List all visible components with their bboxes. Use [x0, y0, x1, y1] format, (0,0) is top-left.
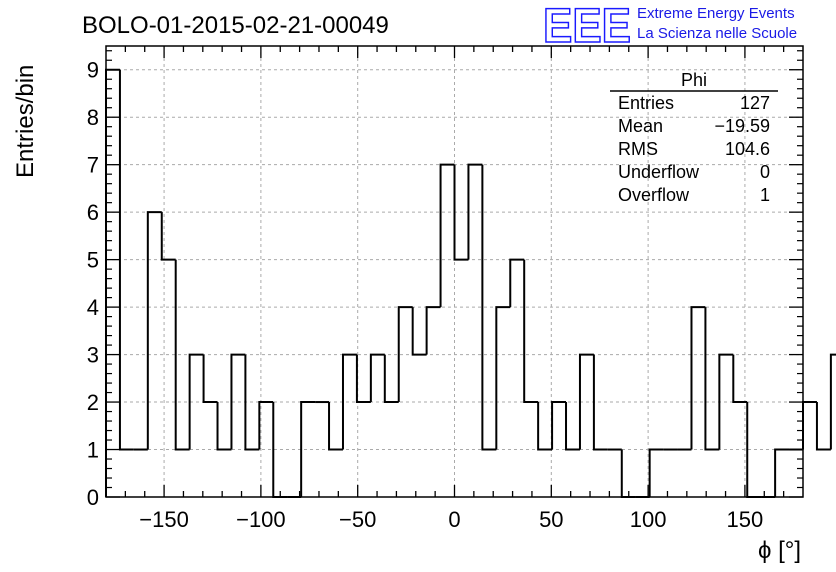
histogram-bin [537, 402, 553, 451]
y-tick-label: 8 [87, 105, 99, 130]
x-tick-label: 50 [539, 507, 563, 532]
stats-value: 0 [760, 162, 770, 182]
histogram-bin [592, 354, 608, 451]
stats-label: Overflow [618, 185, 690, 205]
x-axis-ticks: −150 −100 −50 0 50 100 150 [124, 46, 785, 532]
chart-title: BOLO-01-2015-02-21-00049 [82, 12, 389, 39]
histogram-bin [523, 259, 539, 404]
eee-logo-mark: EEE [543, 0, 631, 53]
stats-label: Entries [618, 93, 674, 113]
histogram-bin [230, 353, 246, 450]
eee-logo: EEE Extreme Energy Events La Scienza nel… [542, 0, 797, 54]
histogram-bin [565, 402, 580, 451]
histogram-bin [105, 68, 120, 497]
histogram-bin [425, 306, 441, 355]
histogram-bin [690, 306, 706, 450]
y-tick-label: 6 [87, 200, 99, 225]
stats-title: Phi [681, 70, 707, 90]
y-tick-label: 3 [87, 343, 99, 368]
histogram-bin [718, 353, 734, 450]
histogram-bin [439, 163, 455, 308]
histogram-bin [174, 259, 190, 451]
histogram-bin [369, 353, 385, 403]
y-axis-ticks: 0 1 2 3 4 5 6 7 8 9 [87, 50, 803, 510]
histogram-bin [160, 212, 176, 261]
stats-value: 104.6 [725, 139, 770, 159]
x-tick-label: 150 [727, 507, 764, 532]
y-tick-label: 5 [87, 248, 99, 273]
y-tick-label: 1 [87, 438, 99, 463]
histogram-bin [300, 401, 316, 497]
x-tick-label: −100 [236, 507, 286, 532]
stats-value: −19.59 [714, 116, 770, 136]
histogram-bin [467, 163, 483, 260]
logo-line-2: La Scienza nelle Scuole [637, 25, 797, 42]
stats-box: Phi Entries 127 Mean −19.59 RMS 104.6 Underflo… [610, 70, 778, 205]
x-tick-label: −150 [139, 507, 189, 532]
histogram-bin [244, 354, 260, 451]
histogram-bin [202, 354, 218, 404]
histogram-bin [216, 402, 232, 451]
stats-value: 1 [760, 185, 770, 205]
y-tick-label: 4 [87, 295, 99, 320]
y-axis-label: Entries/bin [12, 65, 39, 178]
x-tick-label: 0 [448, 507, 460, 532]
histogram-bin [551, 401, 567, 450]
y-tick-label: 0 [87, 485, 99, 510]
stats-label: Underflow [618, 162, 700, 182]
y-tick-label: 2 [87, 390, 99, 415]
grid [106, 46, 803, 497]
histogram-bin [620, 449, 636, 498]
histogram-bin [481, 164, 497, 451]
histogram-bin [383, 354, 399, 404]
histogram-bin [258, 401, 274, 450]
x-tick-label: −50 [339, 507, 376, 532]
histogram-bin [774, 448, 790, 497]
histogram-bin [411, 307, 427, 356]
y-tick-label: 9 [87, 58, 99, 83]
logo-line-1: Extreme Energy Events [637, 5, 795, 22]
histogram-bin [341, 353, 357, 450]
histogram-bin [328, 402, 343, 451]
histogram-bin [509, 258, 525, 308]
histogram-bin [815, 402, 831, 451]
stats-label: Mean [618, 116, 663, 136]
histogram-bin [355, 354, 371, 404]
y-tick-label: 7 [87, 153, 99, 178]
histogram-bin [802, 401, 817, 450]
histogram-bin [732, 354, 748, 404]
x-tick-label: 100 [630, 507, 667, 532]
stats-value: 127 [740, 93, 770, 113]
x-axis-label: ϕ [°] [758, 537, 801, 564]
histogram-bin [704, 307, 720, 451]
histogram-bin [578, 353, 594, 450]
histogram-bin [146, 211, 162, 450]
stats-label: RMS [618, 139, 658, 159]
histogram-bin [188, 353, 204, 450]
histogram-bin [453, 164, 469, 261]
histogram-bin [829, 353, 836, 450]
histogram-bin [648, 448, 664, 497]
histogram-bars [105, 68, 836, 498]
histogram-bin [495, 306, 511, 450]
histogram-bin [397, 306, 413, 403]
